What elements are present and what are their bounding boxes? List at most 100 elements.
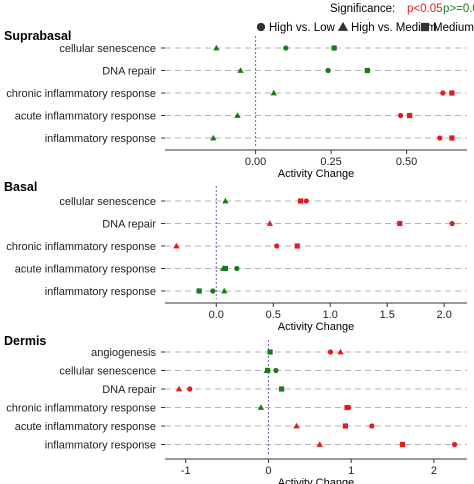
legend-symbol-medium-vs-low <box>420 22 430 32</box>
data-point-medium-vs-low-inflammatory-response <box>449 135 455 141</box>
data-point-high-vs-low-dna-repair <box>187 386 193 392</box>
data-point-high-vs-low-acute-inflammatory-response <box>369 423 375 429</box>
category-label-dna-repair: DNA repair <box>102 66 156 78</box>
figure-header: Significance: p<0.05 p>=0.05 High vs. Lo… <box>256 3 474 34</box>
x-tick-label: 1.0 <box>323 309 338 321</box>
data-point-medium-vs-low-chronic-inflammatory-response <box>294 243 300 249</box>
legend-label-medium-vs-low: Medium vs. Low <box>433 22 474 34</box>
panel-title: Basal <box>4 180 37 194</box>
circle-icon <box>256 22 266 32</box>
category-label-inflammatory-response: inflammatory response <box>45 440 156 452</box>
data-point-medium-vs-low-acute-inflammatory-response <box>342 423 348 429</box>
x-axis-title: Activity Change <box>278 321 354 333</box>
category-label-chronic-inflammatory-response: chronic inflammatory response <box>6 88 156 100</box>
legend-item-high-vs-low: High vs. Low <box>269 22 336 34</box>
data-point-high-vs-low-cellular-senescence <box>303 198 309 204</box>
data-point-high-vs-low-angiogenesis <box>327 349 334 355</box>
data-point-high-vs-medium-acute-inflammatory-response <box>234 112 241 118</box>
data-point-high-vs-medium-acute-inflammatory-response <box>293 422 300 429</box>
panel-title: Dermis <box>4 334 46 348</box>
x-tick-label: 1 <box>348 465 354 477</box>
triangle-icon <box>337 21 349 31</box>
data-point-medium-vs-low-acute-inflammatory-response <box>222 265 228 272</box>
data-point-high-vs-medium-chronic-inflammatory-response <box>173 242 180 249</box>
x-tick-label: 0.25 <box>320 156 341 168</box>
category-label-dna-repair: DNA repair <box>102 384 156 396</box>
category-label-acute-inflammatory-response: acute inflammatory response <box>15 111 156 123</box>
x-axis-title: Activity Change <box>278 168 354 180</box>
data-point-high-vs-medium-cellular-senescence <box>213 44 220 51</box>
data-point-high-vs-low-cellular-senescence <box>273 367 279 374</box>
panel-basal: Basal cellular senescence DNA repair chroni… <box>4 180 467 333</box>
x-tick-label: 0.00 <box>245 156 266 168</box>
legend-symbol-high-vs-low <box>256 22 266 32</box>
data-point-medium-vs-low-chronic-inflammatory-response <box>344 404 350 411</box>
data-point-high-vs-low-inflammatory-response <box>451 441 458 448</box>
legend-symbol-high-vs-medium <box>337 21 349 31</box>
data-point-medium-vs-low-dna-repair <box>279 386 285 392</box>
data-point-medium-vs-low-inflammatory-response <box>399 441 406 448</box>
significance-level-significant: p<0.05 <box>407 3 443 15</box>
data-point-medium-vs-low-angiogenesis <box>267 349 273 355</box>
data-point-medium-vs-low-cellular-senescence <box>331 45 337 51</box>
x-tick-label: 2 <box>431 465 437 477</box>
x-tick-label: 0.0 <box>209 309 224 321</box>
significance-level-nonsignificant: p>=0.05 <box>443 3 474 15</box>
data-point-high-vs-medium-inflammatory-response <box>221 287 228 294</box>
x-tick-label: 0.5 <box>266 309 281 321</box>
data-point-high-vs-low-chronic-inflammatory-response <box>440 90 446 96</box>
data-point-high-vs-medium-chronic-inflammatory-response <box>270 89 277 96</box>
category-label-inflammatory-response: inflammatory response <box>45 133 156 145</box>
data-point-high-vs-low-acute-inflammatory-response <box>234 265 240 272</box>
x-tick-label: 0.50 <box>396 156 417 168</box>
category-label-cellular-senescence: cellular senescence <box>59 196 156 208</box>
data-point-high-vs-low-inflammatory-response <box>210 288 216 294</box>
category-label-acute-inflammatory-response: acute inflammatory response <box>15 421 156 433</box>
data-point-high-vs-medium-angiogenesis <box>337 348 344 355</box>
category-label-chronic-inflammatory-response: chronic inflammatory response <box>6 403 156 415</box>
panel-dermis: Dermis angiogenesis cellular senescence DNA… <box>4 334 467 484</box>
x-tick-label: 0 <box>265 465 271 477</box>
data-point-high-vs-medium-cellular-senescence <box>222 197 229 204</box>
square-icon <box>420 22 430 32</box>
data-point-high-vs-medium-dna-repair <box>266 220 274 226</box>
x-tick-label: 2.0 <box>437 309 452 321</box>
data-point-high-vs-medium-chronic-inflammatory-response <box>257 404 265 410</box>
panel-title: Suprabasal <box>4 29 71 43</box>
data-point-medium-vs-low-inflammatory-response <box>196 288 202 294</box>
data-point-high-vs-medium-dna-repair <box>175 385 183 392</box>
category-label-chronic-inflammatory-response: chronic inflammatory response <box>6 241 156 253</box>
data-point-medium-vs-low-dna-repair <box>364 67 370 74</box>
category-label-cellular-senescence: cellular senescence <box>59 43 156 55</box>
category-label-inflammatory-response: inflammatory response <box>45 286 156 298</box>
data-point-high-vs-low-dna-repair <box>449 220 455 227</box>
data-point-high-vs-low-cellular-senescence <box>283 45 289 51</box>
x-axis-title: Activity Change <box>278 477 354 484</box>
data-point-high-vs-low-dna-repair <box>325 67 331 74</box>
shape-legend: High vs. Low High vs. Medium Medium vs. … <box>256 21 474 34</box>
category-label-angiogenesis: angiogenesis <box>91 347 156 359</box>
significance-title: Significance: <box>330 3 395 15</box>
category-label-cellular-senescence: cellular senescence <box>59 366 156 378</box>
data-point-high-vs-low-chronic-inflammatory-response <box>274 243 280 249</box>
legend-item-high-vs-medium: High vs. Medium <box>351 22 437 34</box>
data-point-high-vs-low-inflammatory-response <box>437 135 443 141</box>
data-point-medium-vs-low-cellular-senescence <box>298 198 304 204</box>
data-point-high-vs-medium-inflammatory-response <box>210 134 217 141</box>
legend-symbols <box>256 21 430 32</box>
data-point-medium-vs-low-dna-repair <box>397 220 403 227</box>
data-point-medium-vs-low-cellular-senescence <box>264 367 271 374</box>
category-label-acute-inflammatory-response: acute inflammatory response <box>15 264 156 276</box>
data-point-high-vs-medium-inflammatory-response <box>316 441 323 447</box>
legend-label-high-vs-medium: High vs. Medium <box>351 22 437 34</box>
x-tick-label: -1 <box>181 465 191 477</box>
data-point-medium-vs-low-acute-inflammatory-response <box>407 112 413 119</box>
legend-item-medium-vs-low: Medium vs. Low <box>433 22 474 34</box>
x-tick-label: 1.5 <box>380 309 395 321</box>
data-point-high-vs-medium-dna-repair <box>237 67 244 73</box>
category-label-dna-repair: DNA repair <box>102 219 156 231</box>
legend-label-high-vs-low: High vs. Low <box>269 22 336 34</box>
data-point-medium-vs-low-chronic-inflammatory-response <box>449 90 455 96</box>
